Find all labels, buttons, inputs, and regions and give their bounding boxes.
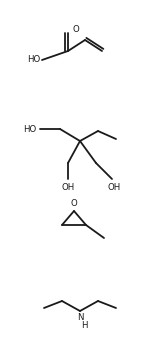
Text: HO: HO <box>23 125 37 133</box>
Text: N: N <box>77 313 83 323</box>
Text: O: O <box>73 25 79 33</box>
Text: O: O <box>71 199 77 207</box>
Text: OH: OH <box>107 184 121 192</box>
Text: H: H <box>81 320 87 330</box>
Text: HO: HO <box>27 55 41 65</box>
Text: OH: OH <box>61 184 75 192</box>
